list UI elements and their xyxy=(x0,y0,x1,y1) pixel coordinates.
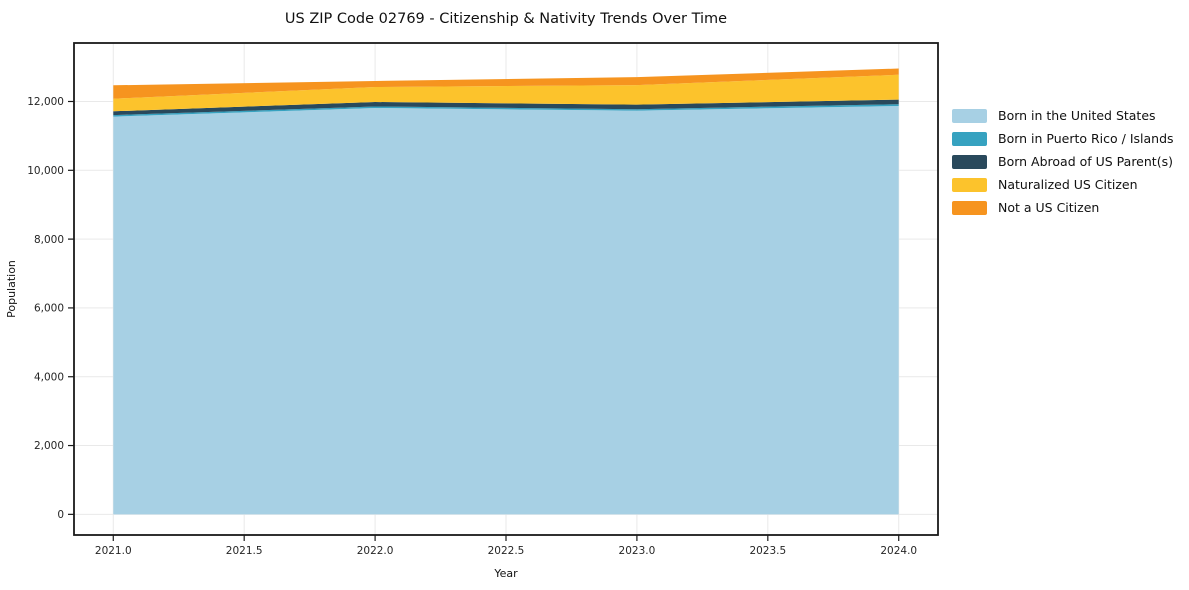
y-tick-label: 2,000 xyxy=(34,440,64,452)
legend-item: Naturalized US Citizen xyxy=(952,173,1174,196)
area-series-4 xyxy=(113,68,899,99)
legend-swatch-icon xyxy=(952,200,987,215)
y-tick-label: 12,000 xyxy=(27,96,64,108)
legend-item: Born in the United States xyxy=(952,104,1174,127)
x-tick-label: 2022.5 xyxy=(488,545,525,557)
area-series-0 xyxy=(113,106,899,515)
y-tick-label: 10,000 xyxy=(27,165,64,177)
area-series-1 xyxy=(113,104,899,117)
legend: Born in the United States Born in Puerto … xyxy=(952,104,1174,219)
legend-label: Born in the United States xyxy=(998,108,1156,123)
x-tick-label: 2022.0 xyxy=(357,545,394,557)
legend-item: Born in Puerto Rico / Islands xyxy=(952,127,1174,150)
legend-swatch-icon xyxy=(952,177,987,192)
y-tick-label: 6,000 xyxy=(34,303,64,315)
legend-label: Not a US Citizen xyxy=(998,200,1100,215)
legend-label: Naturalized US Citizen xyxy=(998,177,1138,192)
legend-swatch-icon xyxy=(952,154,987,169)
stacked-areas xyxy=(113,68,899,515)
axes: 0 2,000 4,000 6,000 8,000 10,000 12,000 2021.0 2… xyxy=(27,42,939,557)
x-tick-label: 2021.0 xyxy=(95,545,132,557)
x-axis-label: Year xyxy=(493,567,518,580)
y-tick-label: 8,000 xyxy=(34,234,64,246)
y-tick-label: 4,000 xyxy=(34,371,64,383)
y-tick-label: 0 xyxy=(57,509,64,521)
y-axis-label: Population xyxy=(5,260,18,318)
area-series-3 xyxy=(113,74,899,112)
area-series-2 xyxy=(113,99,899,116)
x-tick-label: 2021.5 xyxy=(226,545,263,557)
x-tick-label: 2023.0 xyxy=(619,545,656,557)
legend-label: Born in Puerto Rico / Islands xyxy=(998,131,1174,146)
x-tick-label: 2024.0 xyxy=(880,545,917,557)
x-tick-label: 2023.5 xyxy=(749,545,786,557)
legend-item: Not a US Citizen xyxy=(952,196,1174,219)
legend-label: Born Abroad of US Parent(s) xyxy=(998,154,1173,169)
plot-frame xyxy=(73,42,939,536)
legend-item: Born Abroad of US Parent(s) xyxy=(952,150,1174,173)
legend-swatch-icon xyxy=(952,108,987,123)
legend-swatch-icon xyxy=(952,131,987,146)
chart-title: US ZIP Code 02769 - Citizenship & Nativi… xyxy=(285,11,727,27)
